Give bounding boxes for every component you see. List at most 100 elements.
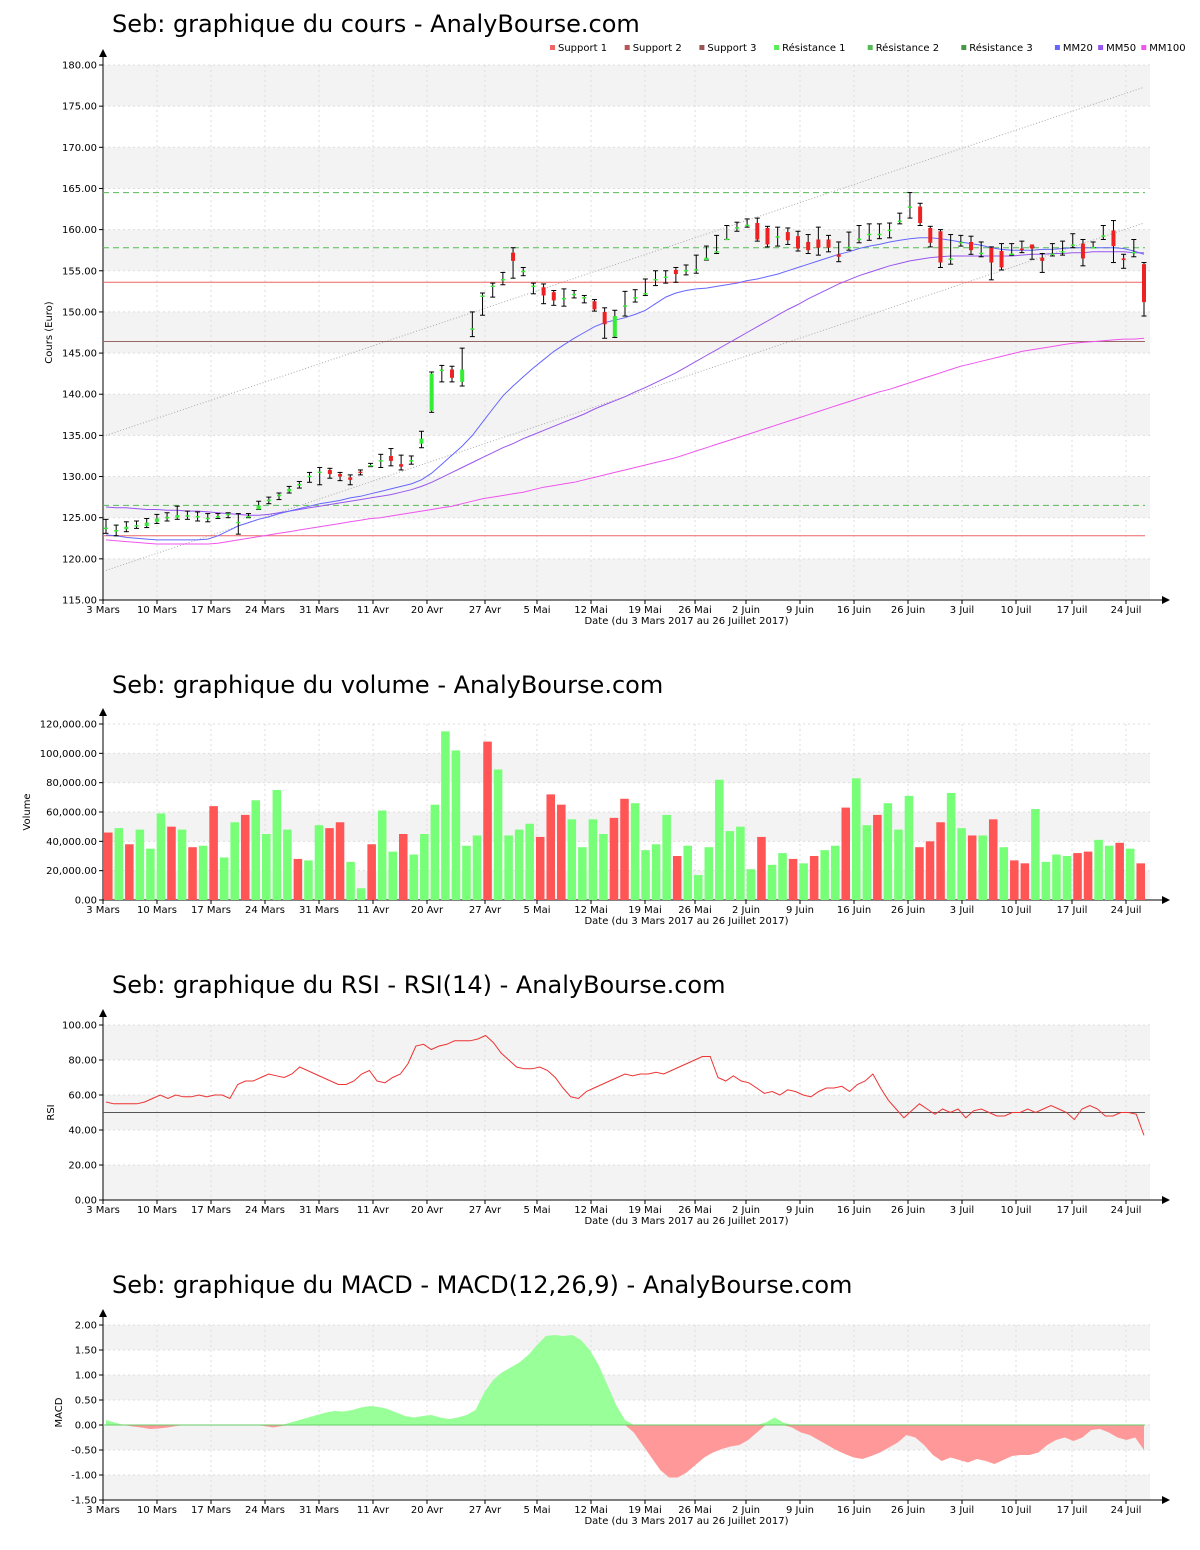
volume-bar xyxy=(799,863,808,900)
volume-bar xyxy=(525,823,534,900)
macd-ytick-label: 0.00 xyxy=(75,1421,97,1432)
legend-label: Résistance 1 xyxy=(782,42,845,54)
volume-bar xyxy=(936,822,945,900)
volume-bar xyxy=(535,836,545,900)
volume-bar xyxy=(999,847,1009,900)
candle-body xyxy=(1060,251,1065,253)
volume-bar xyxy=(978,835,987,900)
candle-body xyxy=(490,285,495,288)
candle-body xyxy=(399,464,404,467)
legend-item: MM20 xyxy=(1054,43,1093,54)
macd-xtick-label: 3 Juil xyxy=(950,1505,974,1516)
legend-item: MM100 xyxy=(1141,43,1186,54)
rsi-chart-title: Seb: graphique du RSI - RSI(14) - AnalyB… xyxy=(112,971,726,999)
rsi-xtick-label: 3 Mars xyxy=(86,1205,120,1216)
macd-chart-title: Seb: graphique du MACD - MACD(12,26,9) -… xyxy=(112,1271,853,1299)
price-band xyxy=(103,65,1150,107)
volume-bar xyxy=(578,847,587,900)
rsi-ytick-label: 0.00 xyxy=(75,1196,97,1207)
candle-body xyxy=(1091,246,1096,249)
legend-swatch xyxy=(699,45,705,50)
volume-bar xyxy=(441,731,450,900)
candle-body xyxy=(857,238,862,241)
candle-body xyxy=(450,369,454,378)
price-ytick-label: 180.00 xyxy=(62,61,97,72)
candle-body xyxy=(500,279,505,281)
volume-y-arrow xyxy=(99,708,107,716)
rsi-ytick-label: 80.00 xyxy=(68,1056,97,1067)
rsi-line xyxy=(105,1034,1145,1136)
candle-body xyxy=(531,285,536,288)
candle-body xyxy=(358,471,363,474)
price-y-arrow xyxy=(99,49,107,57)
legend-item: Support 2 xyxy=(624,43,682,54)
volume-xtick-label: 11 Avr xyxy=(357,905,390,916)
macd-xtick-label: 3 Mars xyxy=(86,1505,120,1516)
mm100-line xyxy=(105,337,1145,545)
price-ytick-label: 120.00 xyxy=(62,554,97,565)
price-band xyxy=(103,229,1150,271)
volume-bar xyxy=(283,829,292,900)
volume-bar xyxy=(377,810,387,900)
volume-bar xyxy=(841,807,851,900)
candle-body xyxy=(826,239,831,248)
rsi-x-arrow xyxy=(1162,1196,1170,1204)
rsi-band xyxy=(103,1025,1150,1060)
legend-label: Support 1 xyxy=(558,43,607,54)
macd-panel: Seb: graphique du MACD - MACD(12,26,9) -… xyxy=(0,1250,1200,1540)
price-ytick-label: 140.00 xyxy=(62,390,97,401)
volume-ytick-label: 100,000.00 xyxy=(40,749,97,760)
rsi-band xyxy=(103,1165,1150,1200)
rsi-xtick-label: 3 Juil xyxy=(950,1205,974,1216)
candle-body xyxy=(470,328,475,330)
legend-item: MM50 xyxy=(1098,43,1136,54)
macd-x-arrow xyxy=(1162,1496,1170,1504)
legend-item: Résistance 3 xyxy=(961,42,1033,54)
macd-band xyxy=(103,1375,1150,1400)
legend-label: Résistance 3 xyxy=(969,42,1032,54)
volume-xtick-label: 31 Mars xyxy=(299,905,339,916)
candle-body xyxy=(989,247,994,263)
price-x-label: Date (du 3 Mars 2017 au 26 Juillet 2017) xyxy=(584,616,788,627)
macd-ytick-label: 1.00 xyxy=(75,1371,97,1382)
candle-body xyxy=(969,241,973,251)
price-xtick-label: 9 Juin xyxy=(786,605,814,616)
price-xtick-label: 10 Mars xyxy=(137,605,177,616)
volume-xtick-label: 3 Juil xyxy=(950,905,974,916)
candle-body xyxy=(796,236,800,249)
candle-body xyxy=(602,311,607,325)
volume-xtick-label: 16 Juin xyxy=(837,905,871,916)
volume-bar xyxy=(757,836,766,900)
legend-label: MM50 xyxy=(1106,43,1136,54)
volume-bar xyxy=(420,834,429,900)
candle-body xyxy=(511,252,516,261)
candle-body xyxy=(612,316,617,337)
macd-ytick-label: -0.50 xyxy=(71,1446,97,1457)
volume-bar xyxy=(1125,848,1135,900)
volume-bar xyxy=(630,803,640,900)
rsi-xtick-label: 24 Juil xyxy=(1111,1205,1142,1216)
volume-bar xyxy=(135,829,145,900)
candle-body xyxy=(633,297,638,299)
candle-body xyxy=(582,297,587,299)
candle-body xyxy=(175,515,180,518)
candle-body xyxy=(1040,257,1045,261)
legend-label: Résistance 2 xyxy=(876,42,939,54)
volume-bar xyxy=(620,798,629,900)
volume-bar xyxy=(883,803,893,900)
volume-y-label: Volume xyxy=(22,793,33,830)
volume-ytick-label: 20,000.00 xyxy=(46,866,97,877)
price-panel: Seb: graphique du cours - AnalyBourse.co… xyxy=(0,0,1200,640)
volume-bar xyxy=(693,875,703,900)
volume-bar xyxy=(946,792,956,900)
price-xtick-label: 16 Juin xyxy=(837,605,871,616)
price-xtick-label: 12 Mai xyxy=(574,605,607,616)
legend-label: Support 2 xyxy=(633,43,682,54)
volume-bar xyxy=(778,853,787,900)
candle-body xyxy=(266,499,271,502)
rsi-xtick-label: 2 Juin xyxy=(732,1205,760,1216)
candle-body xyxy=(1030,244,1035,249)
legend-swatch xyxy=(1054,45,1060,50)
volume-x-label: Date (du 3 Mars 2017 au 26 Juillet 2017) xyxy=(584,916,788,927)
volume-bar xyxy=(915,847,924,900)
